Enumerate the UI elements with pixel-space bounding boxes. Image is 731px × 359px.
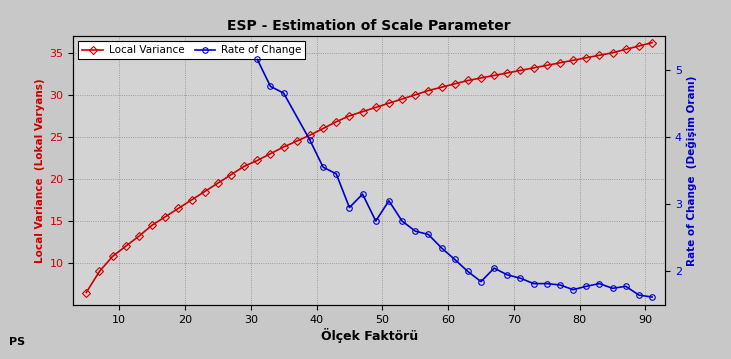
Local Variance bbox=[279, 145, 288, 149]
Local Variance bbox=[542, 63, 551, 67]
Y-axis label: Local Variance  (Lokal Varyans): Local Variance (Lokal Varyans) bbox=[35, 78, 45, 263]
Rate of Change bbox=[635, 293, 643, 297]
Rate of Change bbox=[595, 281, 604, 286]
Rate of Change bbox=[463, 269, 472, 274]
Local Variance bbox=[529, 66, 538, 70]
Rate of Change bbox=[385, 199, 393, 203]
Local Variance bbox=[621, 47, 630, 52]
X-axis label: Ölçek Faktörü: Ölçek Faktörü bbox=[321, 328, 417, 342]
Line: Rate of Change: Rate of Change bbox=[254, 57, 655, 300]
Local Variance bbox=[227, 173, 235, 177]
Local Variance bbox=[371, 105, 380, 109]
Rate of Change bbox=[398, 219, 406, 223]
Local Variance bbox=[121, 244, 130, 248]
Local Variance bbox=[148, 223, 156, 227]
Local Variance bbox=[240, 164, 249, 168]
Rate of Change bbox=[253, 57, 262, 62]
Rate of Change bbox=[437, 246, 446, 250]
Rate of Change bbox=[569, 288, 577, 292]
Rate of Change bbox=[516, 276, 525, 280]
Rate of Change bbox=[345, 205, 354, 210]
Rate of Change bbox=[358, 192, 367, 196]
Rate of Change bbox=[371, 219, 380, 223]
Local Variance bbox=[398, 97, 406, 101]
Local Variance bbox=[332, 120, 341, 124]
Rate of Change bbox=[332, 172, 341, 176]
Legend: Local Variance, Rate of Change: Local Variance, Rate of Change bbox=[78, 41, 305, 60]
Local Variance bbox=[648, 41, 656, 45]
Local Variance bbox=[187, 198, 196, 202]
Local Variance bbox=[135, 234, 143, 238]
Local Variance bbox=[450, 82, 459, 86]
Local Variance bbox=[161, 215, 170, 219]
Rate of Change bbox=[279, 91, 288, 95]
Rate of Change bbox=[542, 281, 551, 286]
Rate of Change bbox=[556, 283, 564, 287]
Local Variance bbox=[411, 93, 420, 97]
Rate of Change bbox=[477, 279, 485, 284]
Local Variance bbox=[569, 58, 577, 62]
Local Variance bbox=[306, 133, 314, 137]
Rate of Change bbox=[450, 257, 459, 261]
Rate of Change bbox=[266, 84, 275, 89]
Local Variance bbox=[266, 151, 275, 156]
Rate of Change bbox=[319, 165, 327, 169]
Local Variance bbox=[213, 181, 222, 185]
Local Variance bbox=[437, 85, 446, 89]
Local Variance bbox=[319, 126, 327, 131]
Local Variance bbox=[358, 109, 367, 114]
Local Variance bbox=[635, 44, 643, 48]
Local Variance bbox=[582, 56, 591, 60]
Local Variance bbox=[385, 101, 393, 106]
Local Variance bbox=[345, 114, 354, 118]
Line: Local Variance: Local Variance bbox=[83, 40, 655, 295]
Rate of Change bbox=[411, 229, 420, 233]
Rate of Change bbox=[582, 284, 591, 289]
Rate of Change bbox=[648, 295, 656, 299]
Local Variance bbox=[292, 139, 301, 143]
Text: PS: PS bbox=[9, 337, 25, 347]
Local Variance bbox=[490, 73, 499, 78]
Rate of Change bbox=[424, 232, 433, 237]
Title: ESP - Estimation of Scale Parameter: ESP - Estimation of Scale Parameter bbox=[227, 19, 511, 33]
Rate of Change bbox=[306, 138, 314, 143]
Local Variance bbox=[200, 190, 209, 194]
Local Variance bbox=[477, 76, 485, 80]
Rate of Change bbox=[529, 281, 538, 286]
Local Variance bbox=[463, 78, 472, 83]
Local Variance bbox=[424, 88, 433, 93]
Local Variance bbox=[556, 61, 564, 65]
Local Variance bbox=[503, 71, 512, 75]
Rate of Change bbox=[608, 286, 617, 290]
Local Variance bbox=[608, 51, 617, 55]
Rate of Change bbox=[490, 266, 499, 270]
Local Variance bbox=[595, 53, 604, 57]
Y-axis label: Rate of Change  (Değişim Oranı): Rate of Change (Değişim Oranı) bbox=[686, 75, 697, 266]
Local Variance bbox=[516, 68, 525, 73]
Local Variance bbox=[82, 290, 91, 295]
Rate of Change bbox=[621, 284, 630, 289]
Local Variance bbox=[95, 269, 104, 274]
Local Variance bbox=[108, 254, 117, 258]
Local Variance bbox=[253, 158, 262, 163]
Local Variance bbox=[174, 206, 183, 210]
Rate of Change bbox=[503, 273, 512, 277]
